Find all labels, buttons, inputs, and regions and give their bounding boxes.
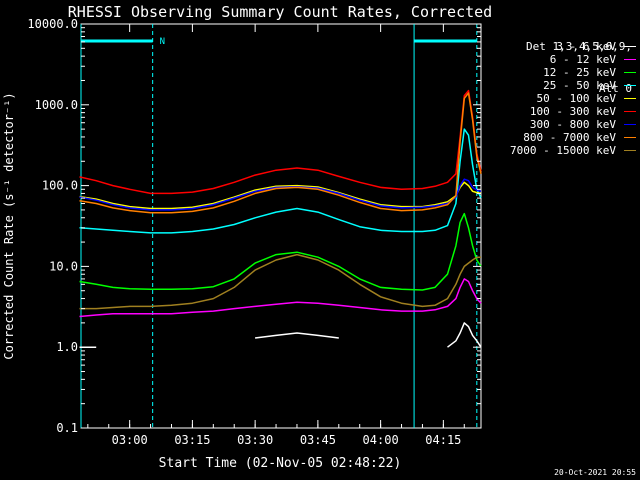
legend-swatch	[624, 85, 636, 86]
legend-item-label: 12 - 25 keV	[543, 66, 616, 79]
legend-swatch	[624, 150, 636, 151]
series-line-6-12-keV-kev	[79, 278, 482, 318]
chart-title: RHESSI Observing Summary Count Rates, Co…	[68, 3, 492, 21]
series-line-12-25-keV-kev	[79, 212, 482, 291]
legend-swatch	[624, 46, 636, 47]
x-tick-label: 03:15	[174, 433, 210, 447]
x-tick-label: 03:30	[237, 433, 273, 447]
legend-swatch	[624, 72, 636, 73]
x-axis-label: Start Time (02-Nov-05 02:48:22)	[159, 456, 402, 471]
y-tick-label: 10000.0	[27, 17, 78, 31]
y-tick-label: 0.1	[56, 421, 78, 435]
x-tick-label: 04:15	[425, 433, 461, 447]
legend-swatch	[624, 124, 636, 125]
series-line-100-300-keV-kev	[79, 89, 482, 195]
legend-item-label: 300 - 800 keV	[529, 118, 616, 131]
series-line-800-7000-keV-kev	[79, 92, 482, 214]
night-label: N	[160, 37, 165, 47]
series-line-7000-15000-keV-kev	[79, 253, 481, 310]
legend-item-label: 800 - 7000 keV	[523, 131, 616, 144]
legend-item: 25 - 50 keV	[470, 79, 636, 92]
legend-item: 300 - 800 keV	[470, 118, 636, 131]
legend-item: 50 - 100 keV	[470, 92, 636, 105]
series-line-50-100-keV-kev	[79, 181, 482, 210]
y-tick-label: 100.0	[42, 179, 78, 193]
legend-item: 7000 - 15000 keV	[470, 144, 636, 157]
x-tick-label: 03:45	[300, 433, 336, 447]
legend-item: 100 - 300 keV	[470, 105, 636, 118]
legend-swatch	[624, 59, 636, 60]
x-tick-label: 04:00	[363, 433, 399, 447]
legend-item-label: 50 - 100 keV	[536, 92, 616, 105]
legend-item: 6 - 12 keV	[470, 53, 636, 66]
legend: 3 - 6 keV 6 - 12 keV 12 - 25 keV 25 - 50 ke…	[470, 40, 636, 157]
legend-item: 800 - 7000 keV	[470, 131, 636, 144]
legend-item-label: 3 - 6 keV	[556, 40, 616, 53]
series-line-25-50-keV-kev	[79, 128, 482, 234]
y-tick-label: 1000.0	[35, 98, 78, 112]
legend-item-label: 100 - 300 keV	[529, 105, 616, 118]
legend-item-label: 6 - 12 keV	[549, 53, 616, 66]
legend-swatch	[624, 137, 636, 138]
legend-item-label: 7000 - 15000 keV	[510, 144, 616, 157]
legend-item: 12 - 25 keV	[470, 66, 636, 79]
y-tick-label: 10.0	[49, 259, 78, 273]
legend-swatch	[624, 98, 636, 99]
y-axis-label: Corrected Count Rate (s⁻¹ detector⁻¹)	[2, 92, 16, 359]
legend-detectors: Det 1,3,4,5,6,9,	[526, 40, 632, 53]
legend-attenuator: Att 0	[598, 82, 632, 95]
legend-item: 3 - 6 keV	[470, 40, 636, 53]
x-tick-label: 03:00	[112, 433, 148, 447]
timestamp: 20-Oct-2021 20:55	[554, 468, 636, 477]
legend-header: Det 1,3,4,5,6,9, Att 0	[500, 12, 632, 110]
plot-frame	[80, 23, 482, 429]
series-line-3-6-keV-kev	[79, 322, 482, 348]
legend-item-label: 25 - 50 keV	[543, 79, 616, 92]
series-line-300-800-keV-kev	[79, 178, 482, 211]
legend-swatch	[624, 111, 636, 112]
y-tick-label: 1.0	[56, 340, 78, 354]
